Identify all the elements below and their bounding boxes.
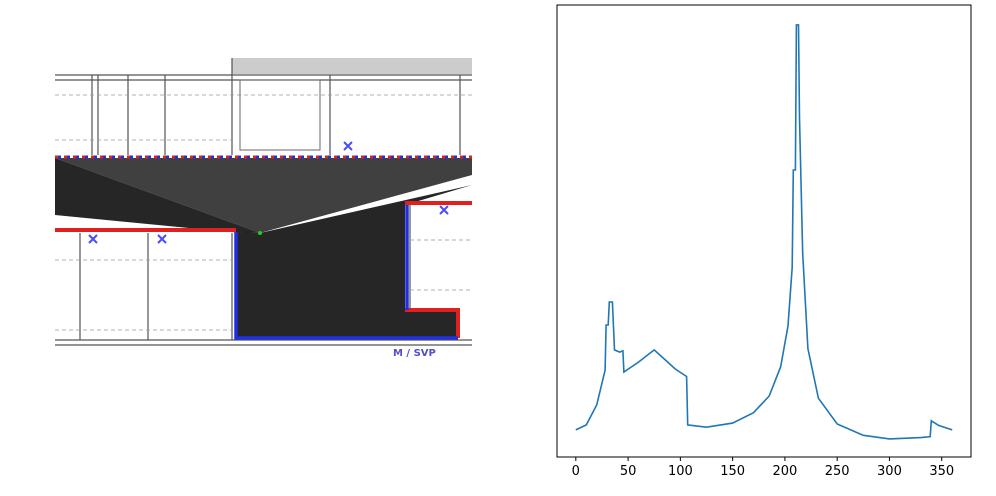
x-tick-label: 50 [620, 464, 637, 479]
plan-label: M / SVP [393, 348, 436, 359]
x-tick-label: 150 [720, 464, 745, 479]
axes-frame [556, 4, 972, 458]
sensor [258, 231, 262, 235]
x-tick-label: 200 [772, 464, 797, 479]
missed-walls [55, 201, 472, 338]
hatch [232, 58, 472, 74]
x-tick-label: 0 [572, 464, 580, 479]
line [575, 24, 953, 440]
x-tick-label: 100 [668, 464, 693, 479]
x-tick-label: 300 [877, 464, 902, 479]
ray-fan [235, 185, 472, 338]
ray-fan [55, 158, 472, 233]
stairs [239, 79, 321, 151]
floor-plan: M / SVP [55, 58, 472, 359]
x-tick-label: 250 [825, 464, 850, 479]
x-tick-label: 350 [929, 464, 954, 479]
hit-walls [234, 205, 458, 340]
markers [88, 141, 449, 244]
